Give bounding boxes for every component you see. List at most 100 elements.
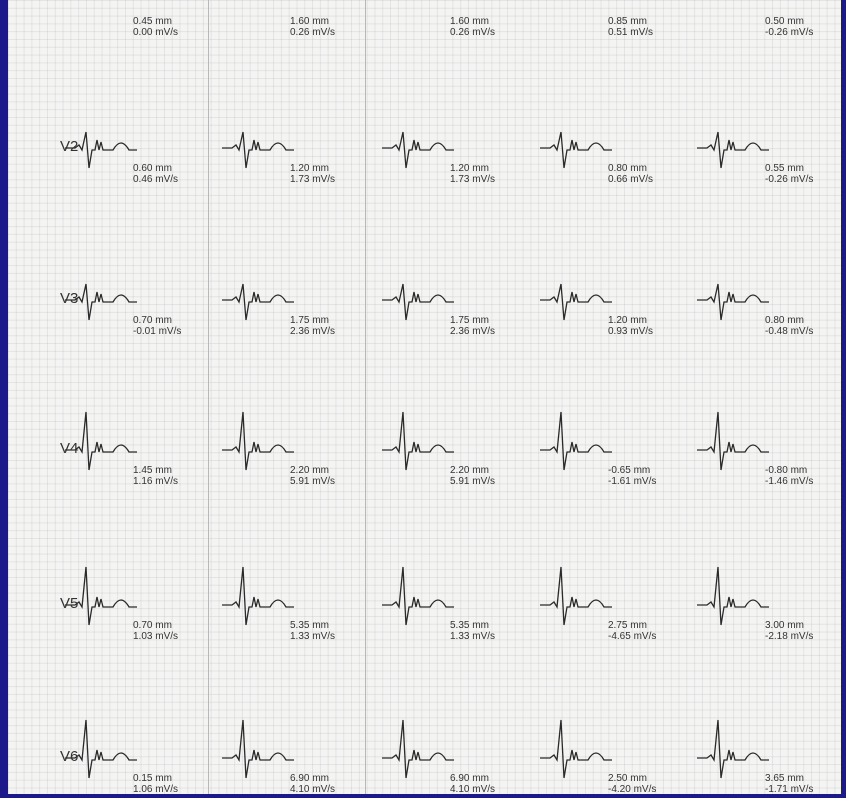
lead-label: V6 <box>60 748 79 765</box>
ecg-trace <box>540 131 612 169</box>
slope: 0.00 mV/s <box>133 27 179 38</box>
measurement: 1.60 mm 0.26 mV/s <box>450 16 495 38</box>
ecg-trace <box>65 131 137 169</box>
slope: 1.06 mV/s <box>133 784 179 794</box>
slope: -1.71 mV/s <box>765 784 814 794</box>
ecg-trace <box>222 566 294 626</box>
ecg-trace <box>222 283 294 321</box>
measurement: 1.20 mm 1.73 mV/s <box>290 163 335 185</box>
slope: 0.51 mV/s <box>608 27 654 38</box>
amplitude: -0.65 mm <box>608 465 651 476</box>
amplitude: 0.80 mm <box>608 163 647 174</box>
measurement: 3.65 mm -1.71 mV/s <box>765 773 813 794</box>
ecg-trace <box>697 131 769 169</box>
ecg-trace <box>697 719 769 779</box>
slope: 0.66 mV/s <box>608 174 654 185</box>
slope: 1.33 mV/s <box>290 631 336 642</box>
measurement: 0.50 mm -0.26 mV/s <box>765 16 813 38</box>
measurement: 0.70 mm -0.01 mV/s <box>133 315 181 337</box>
slope: 4.10 mV/s <box>290 784 336 794</box>
amplitude: 1.45 mm <box>133 465 172 476</box>
slope: 1.03 mV/s <box>133 631 179 642</box>
slope: -1.61 mV/s <box>608 476 657 487</box>
ecg-trace <box>540 719 612 779</box>
ecg-trace <box>222 131 294 169</box>
measurement: 0.80 mm 0.66 mV/s <box>608 163 653 185</box>
slope: 0.93 mV/s <box>608 326 654 337</box>
measurement: 1.45 mm 1.16 mV/s <box>133 465 178 487</box>
measurement: 0.55 mm -0.26 mV/s <box>765 163 813 185</box>
amplitude: 0.60 mm <box>133 163 172 174</box>
slope: -4.20 mV/s <box>608 784 657 794</box>
measurement: 2.50 mm -4.20 mV/s <box>608 773 656 794</box>
ecg-trace <box>697 283 769 321</box>
slope: -0.26 mV/s <box>765 27 814 38</box>
slope: -0.48 mV/s <box>765 326 814 337</box>
ecg-trace <box>65 719 137 779</box>
slope: 1.16 mV/s <box>133 476 179 487</box>
slope: 1.73 mV/s <box>450 174 496 185</box>
ecg-trace <box>697 411 769 471</box>
amplitude: 1.60 mm <box>450 16 489 27</box>
measurement: 2.20 mm 5.91 mV/s <box>290 465 335 487</box>
lead-label: V2 <box>60 138 79 155</box>
slope: -1.46 mV/s <box>765 476 814 487</box>
measurement: 2.75 mm -4.65 mV/s <box>608 620 656 642</box>
amplitude: 0.85 mm <box>608 16 647 27</box>
ecg-trace <box>382 566 454 626</box>
ecg-trace <box>222 719 294 779</box>
ecg-trace <box>540 283 612 321</box>
ecg-trace <box>65 411 137 471</box>
slope: 4.10 mV/s <box>450 784 496 794</box>
amplitude: 2.20 mm <box>290 465 329 476</box>
amplitude: 0.45 mm <box>133 16 172 27</box>
lead-label: V4 <box>60 440 79 457</box>
slope: 5.91 mV/s <box>450 476 496 487</box>
measurement: 0.15 mm 1.06 mV/s <box>133 773 178 794</box>
measurement: 6.90 mm 4.10 mV/s <box>290 773 335 794</box>
amplitude: 5.35 mm <box>290 620 329 631</box>
amplitude: 1.75 mm <box>290 315 329 326</box>
measurement: -0.65 mm -1.61 mV/s <box>608 465 656 487</box>
traces <box>65 131 769 779</box>
measurement: 2.20 mm 5.91 mV/s <box>450 465 495 487</box>
amplitude: -0.80 mm <box>765 465 808 476</box>
slope: -2.18 mV/s <box>765 631 814 642</box>
measurement: 0.60 mm 0.46 mV/s <box>133 163 178 185</box>
slope: 2.36 mV/s <box>290 326 336 337</box>
ecg-trace <box>65 283 137 321</box>
amplitude: 1.75 mm <box>450 315 489 326</box>
ecg-trace <box>382 283 454 321</box>
ecg-trace <box>697 566 769 626</box>
ecg-trace <box>382 131 454 169</box>
measurement: 5.35 mm 1.33 mV/s <box>450 620 495 642</box>
ecg-trace <box>382 719 454 779</box>
amplitude: 2.20 mm <box>450 465 489 476</box>
measurement: 1.75 mm 2.36 mV/s <box>450 315 495 337</box>
amplitude: 3.65 mm <box>765 773 804 784</box>
slope: 2.36 mV/s <box>450 326 496 337</box>
amplitude: 1.60 mm <box>290 16 329 27</box>
measurement: 6.90 mm 4.10 mV/s <box>450 773 495 794</box>
slope: 1.73 mV/s <box>290 174 336 185</box>
measurement: -0.80 mm -1.46 mV/s <box>765 465 813 487</box>
divider <box>208 0 209 794</box>
measurement: 0.80 mm -0.48 mV/s <box>765 315 813 337</box>
amplitude: 3.00 mm <box>765 620 804 631</box>
slope: -0.26 mV/s <box>765 174 814 185</box>
amplitude: 1.20 mm <box>290 163 329 174</box>
measurement: 1.60 mm 0.26 mV/s <box>290 16 335 38</box>
ecg-trace <box>540 411 612 471</box>
measurement: 0.70 mm 1.03 mV/s <box>133 620 178 642</box>
measurement: 0.45 mm 0.00 mV/s <box>133 16 178 38</box>
amplitude: 1.20 mm <box>608 315 647 326</box>
amplitude: 0.50 mm <box>765 16 804 27</box>
slope: 0.26 mV/s <box>290 27 336 38</box>
measurement: 1.20 mm 1.73 mV/s <box>450 163 495 185</box>
measurement: 5.35 mm 1.33 mV/s <box>290 620 335 642</box>
measurement: 0.85 mm 0.51 mV/s <box>608 16 653 38</box>
amplitude: 0.80 mm <box>765 315 804 326</box>
slope: -0.01 mV/s <box>133 326 182 337</box>
lead-label: V3 <box>60 290 79 307</box>
divider <box>365 0 366 794</box>
